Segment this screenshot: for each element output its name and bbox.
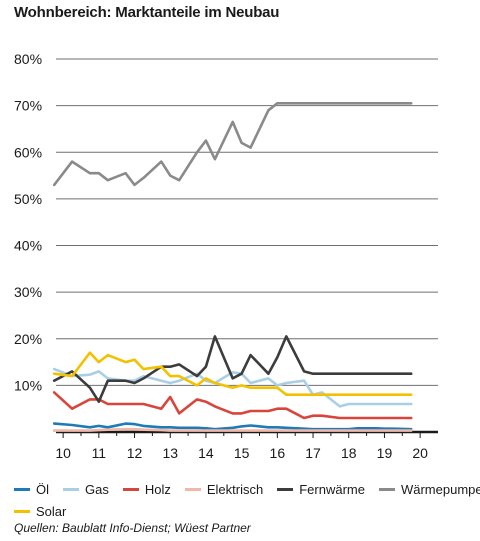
x-tick-label: 11 bbox=[92, 445, 107, 461]
legend-item-fernwaerme: Fernwärme bbox=[277, 482, 365, 497]
legend-swatch-fernwaerme bbox=[277, 487, 294, 491]
legend-item-gas: Gas bbox=[63, 482, 109, 497]
legend-label-oel: Öl bbox=[36, 481, 49, 497]
legend-item-holz: Holz bbox=[122, 481, 171, 497]
x-tick-label: 14 bbox=[198, 445, 214, 461]
series-line-oel bbox=[52, 422, 413, 431]
y-tick-label: 80% bbox=[14, 51, 42, 67]
legend-label-fernwaerme: Fernwärme bbox=[299, 481, 365, 497]
series-line-fernwaerme bbox=[52, 335, 413, 404]
x-tick-label: 16 bbox=[270, 445, 286, 461]
y-tick-label: 40% bbox=[14, 238, 42, 254]
legend-swatch-solar bbox=[14, 509, 30, 513]
x-tick-label: 10 bbox=[55, 445, 71, 461]
y-tick-label: 20% bbox=[14, 331, 42, 347]
legend-item-oel: Öl bbox=[14, 482, 49, 497]
y-tick-label: 30% bbox=[14, 284, 42, 300]
legend-item-waermepumpe: Wärmepumpe bbox=[378, 481, 480, 497]
series-line-solar bbox=[52, 351, 413, 397]
legend-item-solar: Solar bbox=[14, 504, 66, 519]
y-tick-label: 10% bbox=[14, 377, 42, 393]
legend-label-solar: Solar bbox=[36, 503, 67, 519]
y-tick-label: 70% bbox=[14, 98, 42, 114]
x-tick-label: 17 bbox=[305, 445, 321, 461]
series-line-elektrisch bbox=[52, 427, 413, 432]
legend-item-elektrisch: Elektrisch bbox=[184, 481, 264, 497]
legend-swatch-holz bbox=[122, 487, 139, 491]
legend-swatch-waermepumpe bbox=[378, 487, 395, 491]
legend-row-1: Öl Gas Holz Elektrisch Fernwärme Wärmepu… bbox=[14, 478, 480, 500]
series-line-waermepumpe bbox=[52, 102, 413, 187]
legend-swatch-elektrisch bbox=[184, 487, 201, 491]
legend-label-waermepumpe: Wärmepumpe bbox=[400, 481, 480, 497]
legend-swatch-gas bbox=[63, 487, 79, 491]
legend-label-elektrisch: Elektrisch bbox=[206, 481, 264, 497]
x-tick-label: 18 bbox=[341, 445, 357, 461]
legend-row-2: Solar bbox=[14, 500, 474, 522]
source-note: Quellen: Baublatt Info-Dienst; Wüest Par… bbox=[14, 521, 251, 535]
legend-swatch-oel bbox=[14, 487, 30, 491]
x-tick-label: 12 bbox=[127, 445, 143, 461]
chart-title: Wohnbereich: Marktanteile im Neubau bbox=[14, 4, 280, 21]
x-tick-label: 19 bbox=[377, 445, 393, 461]
x-tick-label: 15 bbox=[234, 445, 250, 461]
y-tick-label: 50% bbox=[14, 191, 42, 207]
x-tick-label: 20 bbox=[412, 445, 428, 461]
legend-label-holz: Holz bbox=[144, 481, 171, 497]
legend: Öl Gas Holz Elektrisch Fernwärme Wärmepu… bbox=[14, 478, 480, 522]
x-tick-label: 13 bbox=[162, 445, 178, 461]
line-chart: 10% 20% 30% 40% 50% 60% 70% 80% 10 11 12 13 14 15 16 17… bbox=[14, 51, 438, 461]
series-line-holz bbox=[52, 391, 413, 420]
y-tick-label: 60% bbox=[14, 144, 42, 160]
legend-label-gas: Gas bbox=[85, 481, 109, 497]
